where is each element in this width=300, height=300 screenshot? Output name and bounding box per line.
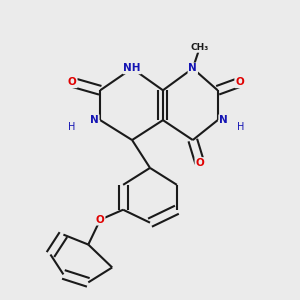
Text: O: O	[195, 158, 204, 168]
Text: N: N	[188, 63, 197, 74]
Text: O: O	[68, 77, 77, 87]
Text: NH: NH	[123, 63, 141, 74]
Text: O: O	[235, 77, 244, 87]
Text: H: H	[68, 122, 76, 132]
Text: H: H	[237, 122, 245, 132]
Text: CH₃: CH₃	[190, 43, 209, 52]
Text: N: N	[90, 115, 99, 125]
Text: O: O	[96, 215, 105, 225]
Text: N: N	[219, 115, 228, 125]
